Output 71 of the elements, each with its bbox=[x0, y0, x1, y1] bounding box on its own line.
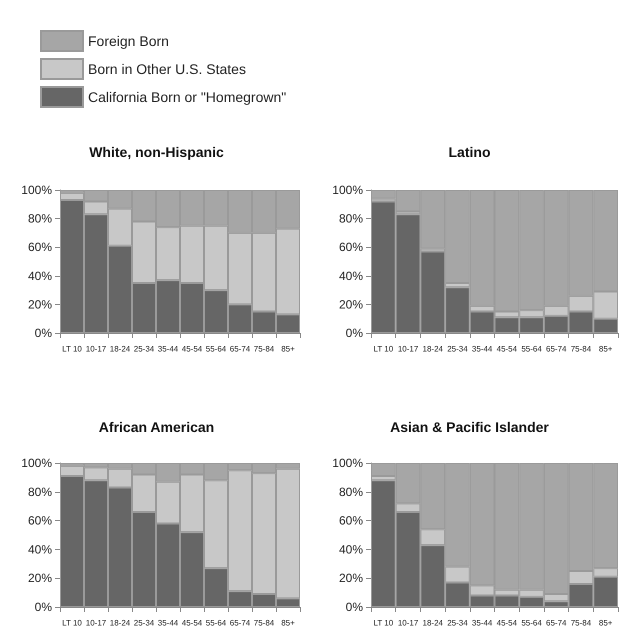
x-tick-label: 85+ bbox=[598, 344, 613, 354]
y-tick-label: 40% bbox=[28, 268, 52, 283]
x-tick-label: 18-24 bbox=[110, 618, 131, 628]
y-tick-label: 40% bbox=[338, 542, 364, 556]
y-tick-label: 100% bbox=[21, 183, 52, 197]
x-tick-label: 25-34 bbox=[447, 618, 468, 628]
x-tick-label: 35-44 bbox=[472, 344, 493, 354]
y-tick-label: 20% bbox=[338, 297, 364, 312]
y-tick-label: 0% bbox=[346, 326, 364, 340]
x-tick-label: 10-17 bbox=[86, 344, 107, 354]
y-tick-label: 40% bbox=[28, 542, 52, 556]
x-tick-label: 55-64 bbox=[521, 618, 542, 628]
x-tick-label: 65-74 bbox=[230, 618, 251, 628]
x-tick-label: 35-44 bbox=[158, 618, 179, 628]
x-tick-label: LT 10 bbox=[373, 344, 394, 354]
chart-title: White, non-Hispanic bbox=[89, 144, 224, 160]
x-tick-label: 18-24 bbox=[110, 344, 131, 354]
y-tick-label: 20% bbox=[28, 571, 52, 586]
x-tick-label: 25-34 bbox=[447, 344, 468, 354]
y-tick-label: 80% bbox=[338, 484, 364, 499]
x-tick-label: LT 10 bbox=[62, 618, 82, 628]
x-tick-label: 45-54 bbox=[496, 618, 518, 628]
y-tick-label: 0% bbox=[346, 600, 364, 614]
chart-title: African American bbox=[98, 419, 214, 435]
x-tick-label: 10-17 bbox=[398, 618, 419, 628]
x-tick-label: 65-74 bbox=[546, 618, 568, 628]
x-tick-label: 85+ bbox=[281, 618, 296, 628]
x-tick-label: 45-54 bbox=[182, 618, 203, 628]
y-tick-label: 60% bbox=[338, 514, 364, 528]
x-tick-label: 18-24 bbox=[422, 618, 444, 628]
x-tick-label: 35-44 bbox=[472, 618, 493, 628]
x-tick-label: 65-74 bbox=[546, 344, 568, 354]
x-tick-label: 25-34 bbox=[134, 618, 155, 628]
x-tick-label: 65-74 bbox=[230, 344, 251, 354]
x-tick-label: 75-84 bbox=[254, 618, 275, 628]
y-tick-label: 100% bbox=[21, 456, 52, 470]
y-tick-label: 0% bbox=[34, 326, 52, 340]
x-tick-label: 10-17 bbox=[398, 344, 419, 354]
y-tick-label: 60% bbox=[28, 514, 52, 528]
y-tick-label: 100% bbox=[332, 183, 364, 197]
x-tick-label: 85+ bbox=[281, 344, 296, 354]
x-tick-label: 25-34 bbox=[134, 344, 155, 354]
x-tick-label: 18-24 bbox=[422, 344, 444, 354]
y-tick-label: 20% bbox=[28, 297, 52, 312]
y-tick-label: 60% bbox=[28, 240, 52, 254]
x-tick-label: 45-54 bbox=[496, 344, 518, 354]
x-tick-label: 55-64 bbox=[206, 618, 227, 628]
legend-label: Foreign Born bbox=[88, 33, 169, 49]
legend-label: Born in Other U.S. States bbox=[88, 61, 246, 77]
y-tick-label: 20% bbox=[338, 571, 364, 586]
x-tick-label: 55-64 bbox=[521, 344, 542, 354]
x-tick-label: 75-84 bbox=[570, 618, 592, 628]
y-tick-label: 40% bbox=[338, 268, 364, 283]
x-tick-label: 75-84 bbox=[254, 344, 275, 354]
y-tick-label: 80% bbox=[338, 212, 364, 226]
y-tick-label: 80% bbox=[28, 212, 52, 226]
x-tick-label: 55-64 bbox=[206, 344, 227, 354]
chart-title: Latino bbox=[448, 144, 490, 160]
chart-title: Asian & Pacific Islander bbox=[390, 419, 550, 435]
x-tick-label: 35-44 bbox=[158, 344, 179, 354]
y-tick-label: 0% bbox=[34, 600, 52, 614]
x-tick-label: 10-17 bbox=[86, 618, 107, 628]
x-tick-label: 45-54 bbox=[182, 344, 203, 354]
x-tick-label: LT 10 bbox=[62, 344, 82, 354]
x-tick-label: 85+ bbox=[598, 618, 613, 628]
x-tick-label: LT 10 bbox=[373, 618, 394, 628]
x-tick-label: 75-84 bbox=[570, 344, 592, 354]
y-tick-label: 60% bbox=[338, 240, 364, 254]
y-tick-label: 100% bbox=[332, 456, 364, 470]
y-tick-label: 80% bbox=[28, 484, 52, 499]
legend-label: California Born or "Homegrown" bbox=[88, 89, 286, 105]
